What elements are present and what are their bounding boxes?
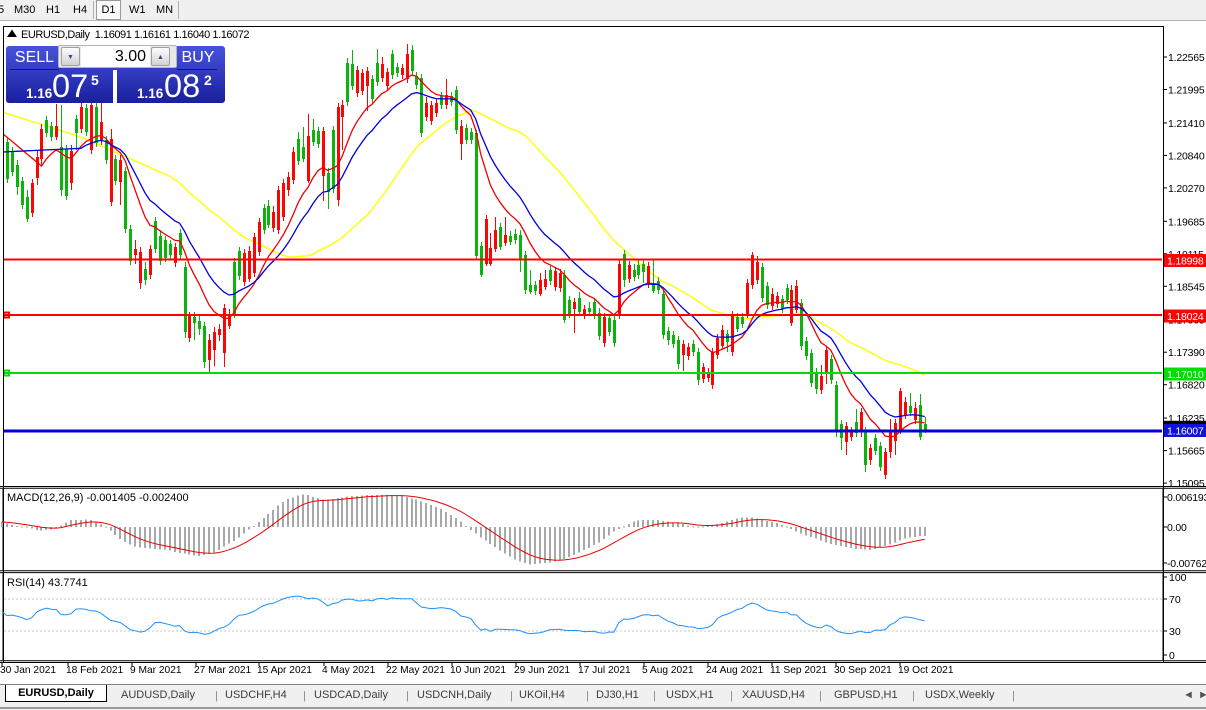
svg-text:15 Apr 2021: 15 Apr 2021	[257, 665, 312, 676]
svg-text:1.21410: 1.21410	[1168, 118, 1205, 130]
svg-text:0.00: 0.00	[1167, 522, 1187, 534]
svg-text:24 Aug 2021: 24 Aug 2021	[706, 665, 764, 676]
svg-text:19 Oct 2021: 19 Oct 2021	[898, 665, 954, 676]
svg-text:1.17010: 1.17010	[1167, 369, 1204, 381]
svg-text:18 Feb 2021: 18 Feb 2021	[66, 665, 124, 676]
svg-text:30 Jan 2021: 30 Jan 2021	[0, 665, 56, 676]
svg-text:0: 0	[1169, 650, 1175, 662]
svg-text:1.16820: 1.16820	[1168, 380, 1205, 392]
svg-text:1.18545: 1.18545	[1168, 281, 1205, 293]
svg-text:-0.00762: -0.00762	[1167, 558, 1206, 570]
svg-text:17 Jul 2021: 17 Jul 2021	[578, 665, 631, 676]
svg-text:1.20840: 1.20840	[1168, 150, 1205, 162]
svg-text:MACD(12,26,9) -0.001405 -0.002: MACD(12,26,9) -0.001405 -0.002400	[7, 492, 189, 504]
svg-text:1.15095: 1.15095	[1168, 478, 1205, 490]
svg-text:1.21995: 1.21995	[1168, 85, 1205, 97]
svg-text:5 Aug 2021: 5 Aug 2021	[642, 665, 694, 676]
svg-text:1.20270: 1.20270	[1168, 183, 1205, 195]
svg-text:1.16007: 1.16007	[1167, 426, 1204, 438]
svg-text:27 Mar 2021: 27 Mar 2021	[194, 665, 252, 676]
svg-text:EURUSD,Daily 1.16091 1.16161: EURUSD,Daily 1.16091 1.16161 1.16040 1.1…	[21, 29, 249, 41]
svg-text:30: 30	[1169, 626, 1181, 638]
svg-text:29 Jun 2021: 29 Jun 2021	[514, 665, 570, 676]
svg-text:4 May 2021: 4 May 2021	[322, 665, 376, 676]
svg-text:100: 100	[1169, 572, 1187, 584]
svg-text:1.22565: 1.22565	[1168, 52, 1205, 64]
svg-text:22 May 2021: 22 May 2021	[386, 665, 445, 676]
svg-text:30 Sep 2021: 30 Sep 2021	[834, 665, 892, 676]
svg-text:10 Jun 2021: 10 Jun 2021	[450, 665, 506, 676]
svg-text:9 Mar 2021: 9 Mar 2021	[130, 665, 182, 676]
svg-text:1.15665: 1.15665	[1168, 446, 1205, 458]
svg-text:1.19685: 1.19685	[1168, 216, 1205, 228]
svg-text:11 Sep 2021: 11 Sep 2021	[770, 665, 827, 676]
svg-text:1.17390: 1.17390	[1168, 347, 1205, 359]
svg-text:0.006193: 0.006193	[1167, 492, 1206, 504]
svg-text:RSI(14) 43.7741: RSI(14) 43.7741	[7, 577, 88, 589]
svg-text:70: 70	[1169, 594, 1181, 606]
svg-text:1.18024: 1.18024	[1167, 311, 1204, 323]
svg-text:1.18998: 1.18998	[1167, 256, 1204, 268]
